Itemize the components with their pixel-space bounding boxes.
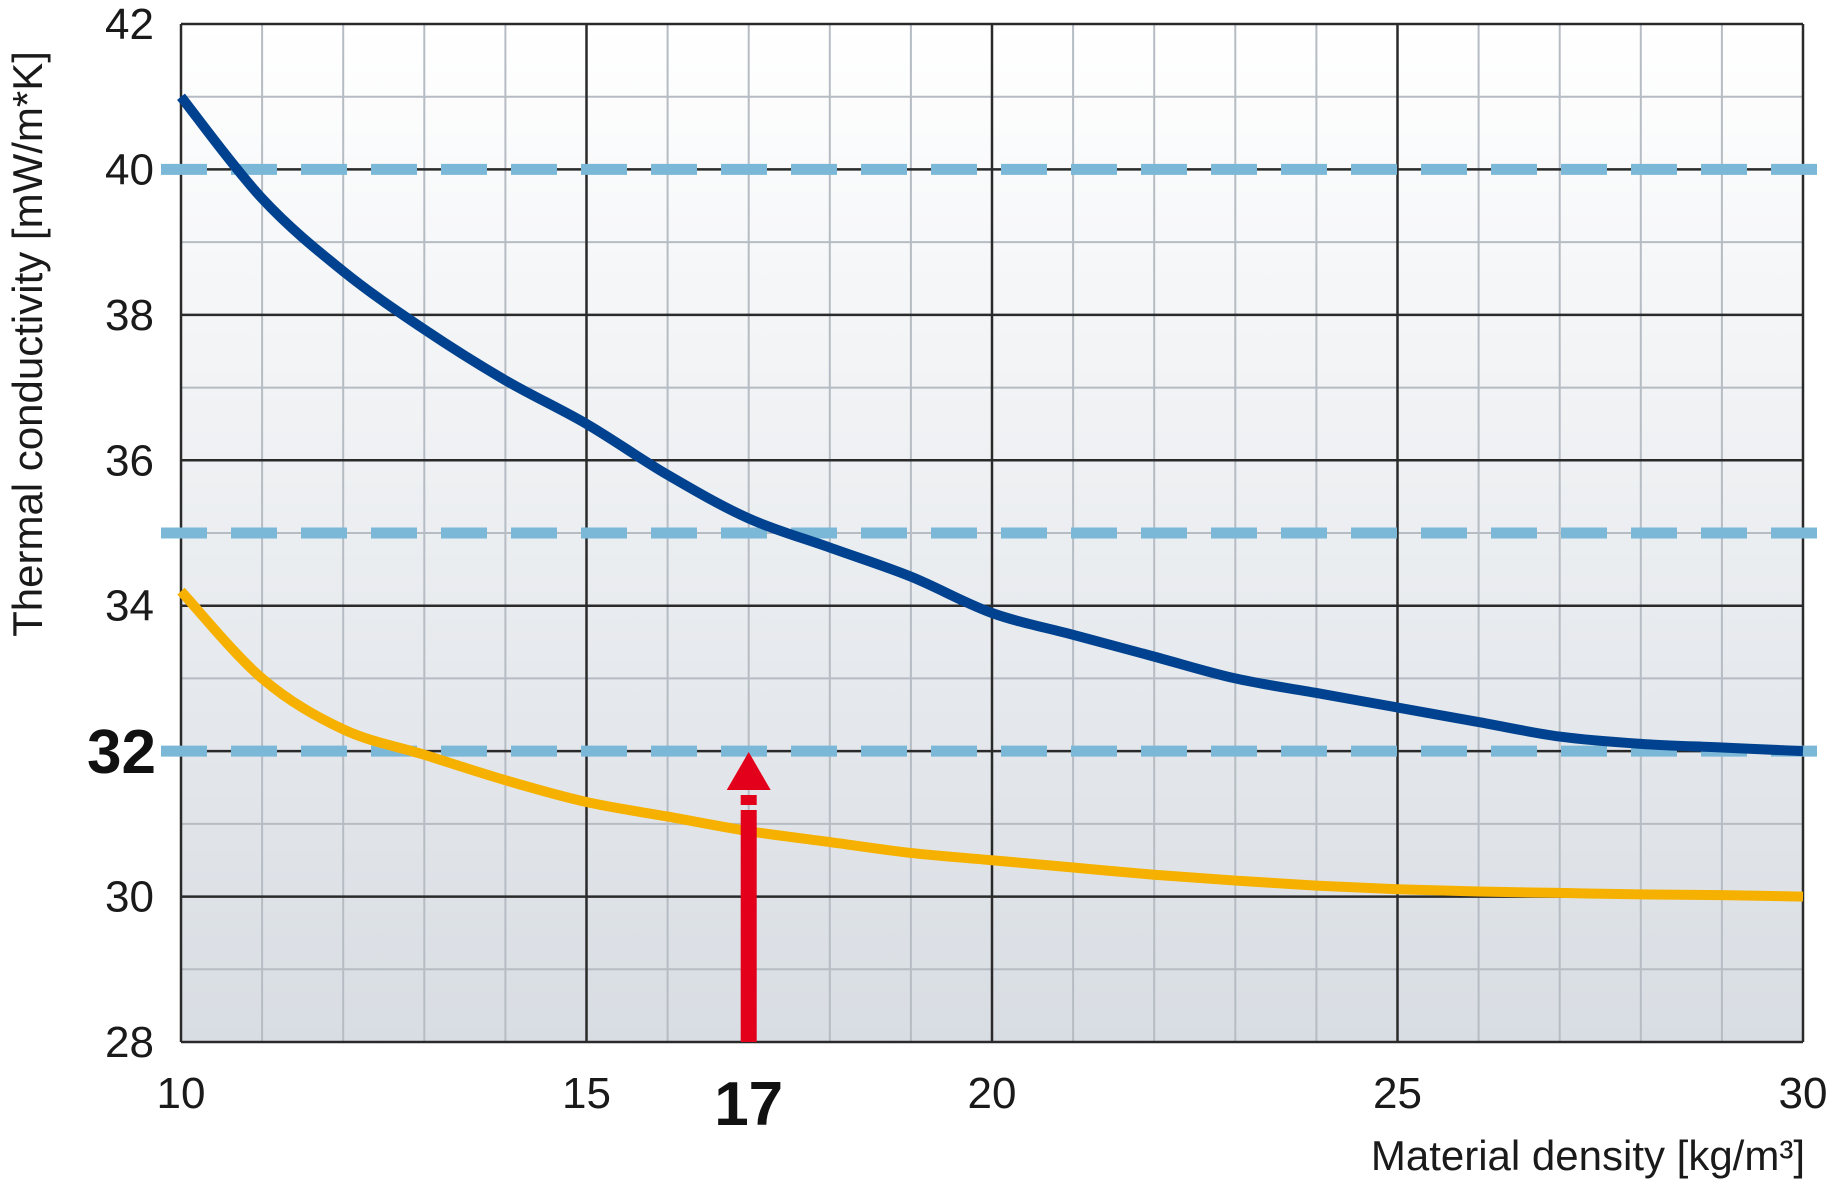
x-axis-title: Material density [kg/m³]	[1371, 1132, 1805, 1179]
x-tick-label: 30	[1779, 1069, 1828, 1118]
y-tick-label: 38	[105, 291, 154, 340]
x-tick-labels: 10 15 20 25 30 17	[157, 1069, 1828, 1139]
x-tick-label: 20	[968, 1069, 1017, 1118]
x-highlight-label: 17	[714, 1070, 783, 1139]
highlight-arrow-head	[726, 752, 771, 790]
y-tick-labels: 28 30 34 36 38 40 42 32	[87, 0, 156, 1067]
y-tick-label: 42	[105, 0, 154, 49]
highlight-arrow-shaft	[740, 810, 757, 1042]
highlight-arrow-dash	[740, 795, 757, 805]
series-layer	[177, 93, 1804, 902]
series-line-2	[177, 587, 1804, 902]
y-tick-label: 40	[105, 145, 154, 194]
y-tick-label: 34	[105, 582, 154, 631]
x-tick-label: 25	[1373, 1069, 1422, 1118]
y-tick-label: 28	[105, 1018, 154, 1067]
y-tick-label: 30	[105, 873, 154, 922]
x-tick-label: 15	[562, 1069, 611, 1118]
series-line-1	[177, 93, 1804, 757]
y-axis-title: Thermal conductivity [mW/m*K]	[4, 51, 51, 637]
highlight-layer	[726, 752, 771, 1042]
x-tick-label: 10	[157, 1069, 206, 1118]
y-highlight-label: 32	[87, 718, 156, 787]
y-tick-label: 36	[105, 436, 154, 485]
